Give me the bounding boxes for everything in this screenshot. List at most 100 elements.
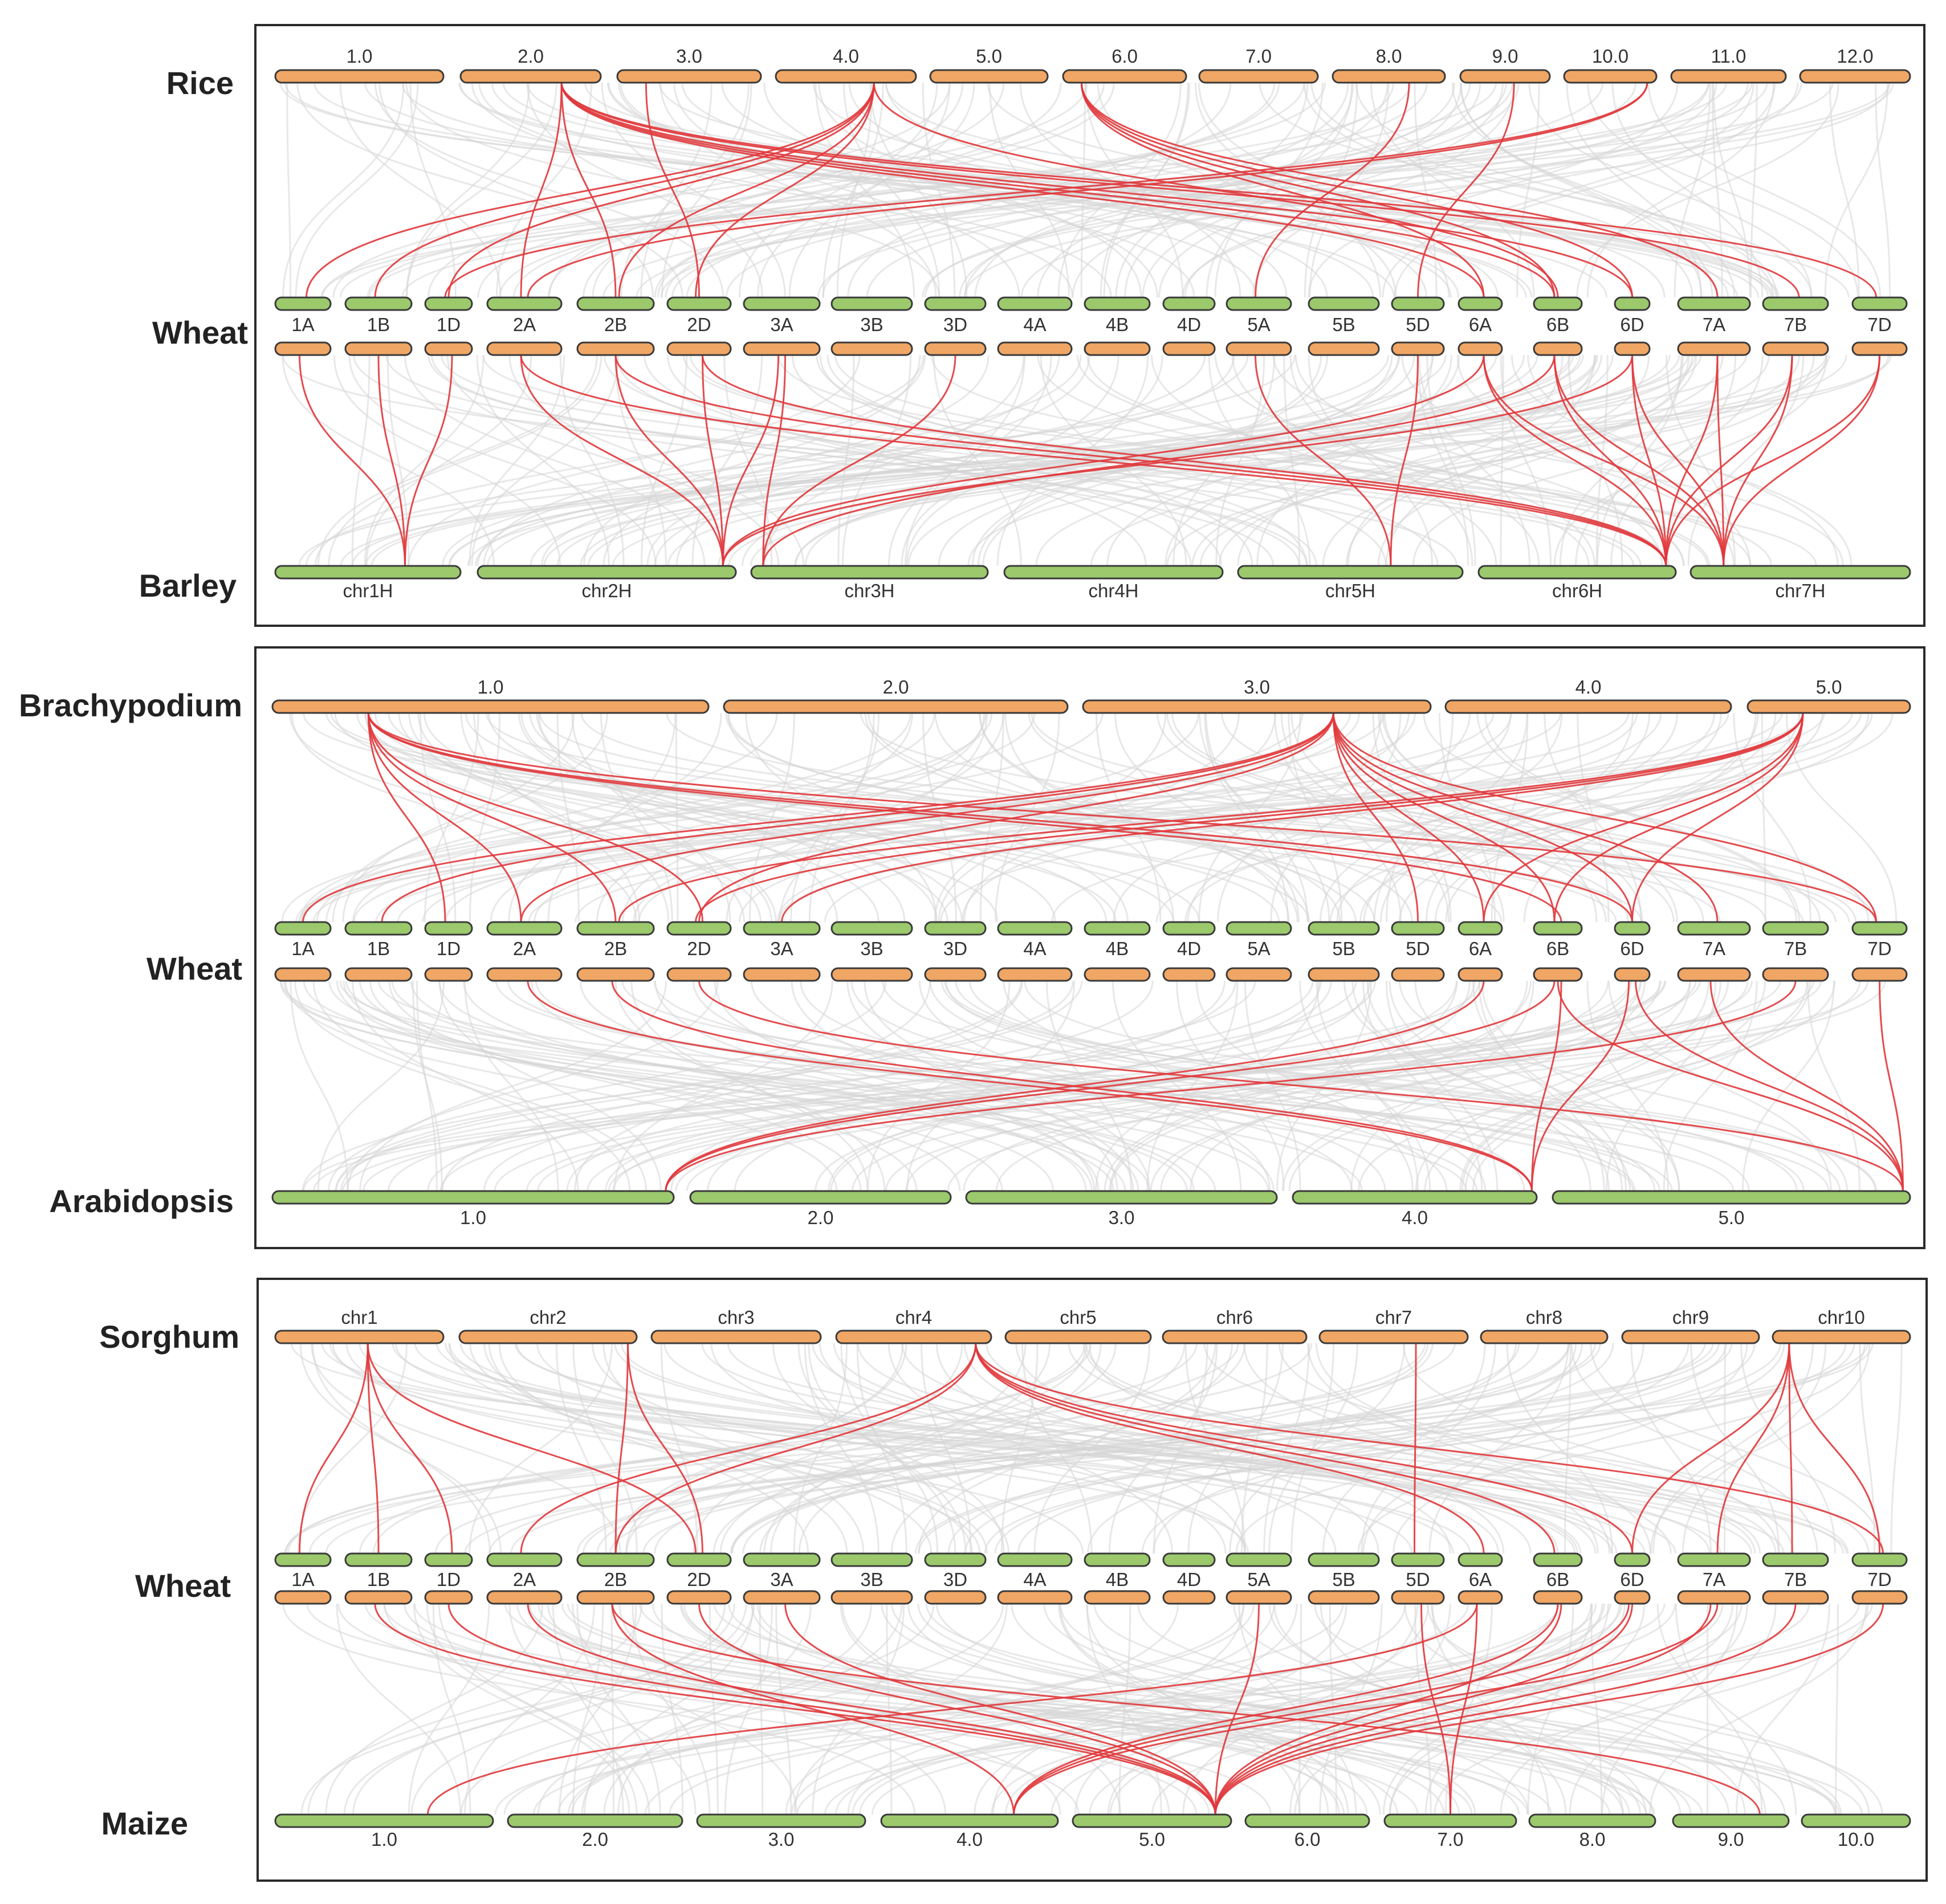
background-link <box>438 980 1150 1192</box>
background-link <box>282 354 495 566</box>
background-link <box>738 82 938 298</box>
background-link <box>796 1603 1860 1815</box>
syntenic-link-1B-5.0 <box>374 1603 1216 1815</box>
background-link <box>1259 82 1813 298</box>
background-link <box>606 82 1374 298</box>
chromosome-bar-4A <box>997 296 1073 311</box>
chromosome-bar-1D <box>424 1590 473 1605</box>
chromosome-bar-6A <box>1458 921 1503 936</box>
chromosome-bar-6A <box>1458 967 1503 982</box>
background-link <box>1110 980 1532 1192</box>
chromosome-bar-3A <box>743 921 821 936</box>
chromosome-bar-6D <box>1614 921 1651 936</box>
chromosome-label: 4A <box>1023 1569 1046 1590</box>
background-link <box>603 1603 903 1815</box>
background-link <box>591 1343 1010 1554</box>
chromosome-label: 4D <box>1177 314 1201 335</box>
chromosome-bar-7A <box>1677 1552 1751 1567</box>
background-link <box>636 82 1894 298</box>
chromosome-bar-1A <box>274 1552 332 1567</box>
top-species-label: Brachypodium <box>19 687 242 723</box>
chromosome-label: 7A <box>1703 314 1725 335</box>
chromosome-bar-7A <box>1677 1590 1751 1605</box>
chromosome-label: 5.0 <box>1816 676 1842 698</box>
chromosome-bar-6B <box>1533 967 1583 982</box>
chromosome-bar-4A <box>997 967 1073 982</box>
background-link <box>1233 1603 1730 1815</box>
syntenic-link-6D-4.0 <box>1530 980 1630 1192</box>
background-link <box>968 980 1798 1192</box>
chromosome-bar-2B <box>576 1552 655 1567</box>
background-link <box>1687 354 1805 566</box>
chromosome-label: 4.0 <box>833 46 859 67</box>
background-link <box>580 354 1538 566</box>
chromosome-bar-2B <box>576 921 655 936</box>
chromosome-label: chr9 <box>1672 1307 1709 1328</box>
background-link <box>434 1343 1426 1554</box>
background-link <box>372 1343 1086 1554</box>
chromosome-bar-3B <box>830 1552 913 1567</box>
chromosome-label: 7B <box>1784 1569 1807 1590</box>
chromosome-label: 7D <box>1867 314 1891 335</box>
background-link <box>1564 1343 1572 1554</box>
syntenic-link-chr1-2D <box>367 1343 697 1554</box>
background-link <box>441 354 1642 566</box>
background-link <box>964 1343 1614 1554</box>
background-link <box>490 712 987 923</box>
background-link <box>918 1343 1216 1554</box>
syntenic-link-2D-5.0 <box>698 980 1904 1192</box>
background-link <box>1647 82 1882 298</box>
background-link <box>791 980 1134 1192</box>
syntenic-link-2A-4.0 <box>527 980 1533 1192</box>
syntenic-link-3.0-1B <box>381 712 1334 923</box>
background-link <box>507 980 1661 1192</box>
syntenic-link-2.0-2A <box>520 82 563 298</box>
chromosome-bar-5B <box>1308 341 1380 356</box>
chromosome-bar-chr1 <box>274 1330 445 1344</box>
syntenic-link-chr4-2A <box>520 1343 977 1554</box>
syntenic-link-6D-chr6H <box>1631 354 1667 566</box>
background-link <box>446 354 780 566</box>
background-link <box>1294 354 1663 566</box>
syntenic-link-7D-chr6H <box>1665 354 1880 566</box>
background-link <box>336 980 961 1192</box>
background-link <box>1491 712 1529 923</box>
background-link <box>742 354 1401 566</box>
background-link <box>914 1343 1727 1554</box>
chromosome-bar-6D <box>1614 1590 1651 1605</box>
chromosome-bar-chr3 <box>650 1330 822 1344</box>
chromosome-bar-1A <box>274 296 332 311</box>
syntenic-link-3.0-2D <box>698 712 1334 923</box>
background-link <box>1329 1603 1337 1815</box>
chromosome-bar-4.0 <box>1444 699 1732 714</box>
syntenic-link-6.0-6A <box>1080 82 1485 298</box>
chromosome-bar-7B <box>1762 1590 1829 1605</box>
syntenic-link-6.0-6B <box>1080 82 1556 298</box>
chromosome-bar-3.0 <box>616 69 762 84</box>
syntenic-link-chr1-1D <box>367 1343 453 1554</box>
chromosome-bar-chr4H <box>1003 565 1224 580</box>
chromosome-bar-10.0 <box>1563 69 1658 84</box>
background-link <box>1611 82 1764 298</box>
chromosome-bar-chr5 <box>1004 1330 1152 1344</box>
background-link <box>571 712 731 923</box>
background-link <box>1187 1343 1284 1554</box>
chromosome-label: 4D <box>1177 1569 1201 1590</box>
chromosome-bar-4.0 <box>880 1813 1059 1828</box>
chromosome-bar-1B <box>344 1590 413 1605</box>
chromosome-label: 3D <box>943 938 967 959</box>
background-link <box>661 82 752 298</box>
background-link <box>583 1603 754 1815</box>
syntenic-link-6A-1.0 <box>665 980 1485 1192</box>
background-link <box>666 354 1147 566</box>
chromosome-bar-3B <box>830 967 913 982</box>
chromosome-bar-4B <box>1084 341 1151 356</box>
chromosome-bar-1D <box>424 341 473 356</box>
background-link <box>314 354 925 566</box>
syntenic-link-chr10-7D <box>1788 1343 1880 1554</box>
syntenic-link-4.0-2D <box>695 82 875 298</box>
syntenic-link-10.0-2A <box>527 82 1648 298</box>
chromosome-bar-2D <box>666 1590 732 1605</box>
chromosome-bar-chr7 <box>1318 1330 1469 1344</box>
background-link <box>1412 354 1815 566</box>
